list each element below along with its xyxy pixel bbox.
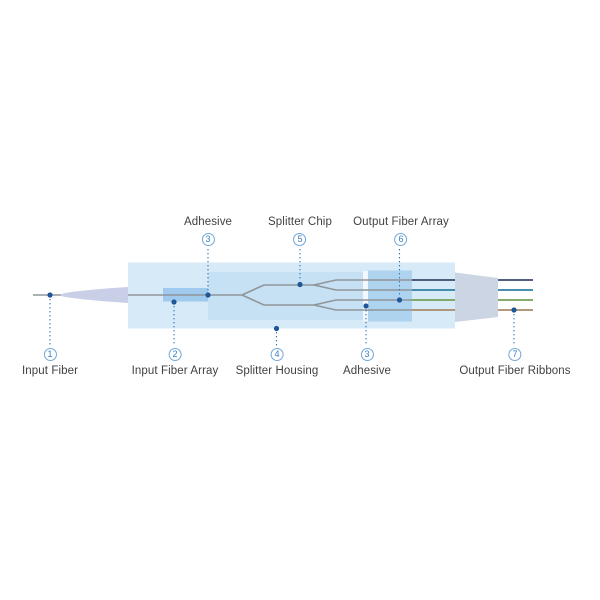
callout-number-badge: 3 [360, 348, 374, 361]
callout-splitter-housing: 4 Splitter Housing [236, 348, 319, 378]
callout-output-fiber-ribbons: 7 Output Fiber Ribbons [459, 348, 571, 378]
callout-output-fiber-array: Output Fiber Array 6 [353, 215, 449, 246]
marker-output-fiber-array [396, 297, 403, 303]
callout-number-badge: 4 [270, 348, 284, 361]
marker-adhesive-top [205, 292, 211, 298]
callout-adhesive-bottom: 3 Adhesive [343, 348, 391, 378]
callout-label: Input Fiber Array [131, 365, 219, 377]
output-fiber-array-shape [368, 270, 412, 322]
callout-label: Input Fiber [21, 365, 79, 377]
adhesive-strip-shape [363, 271, 368, 321]
marker-input-fiber [47, 292, 53, 298]
callout-input-fiber: 1 Input Fiber [22, 348, 78, 378]
callout-label: Output Fiber Ribbons [459, 365, 571, 377]
callout-splitter-chip: Splitter Chip 5 [268, 215, 332, 246]
input-fiber-boot-shape [60, 287, 128, 303]
output-fiber-boot-shape [455, 272, 498, 322]
callout-number-badge: 1 [43, 348, 57, 361]
waveguide-branch-upper-bottom [313, 284, 412, 291]
callout-label: Output Fiber Array [353, 216, 449, 228]
callout-input-fiber-array: 2 Input Fiber Array [132, 348, 219, 378]
callout-number-badge: 7 [508, 348, 522, 361]
waveguide-branch-lower-top [313, 299, 412, 306]
callout-number-badge: 2 [168, 348, 182, 361]
callout-number-badge: 3 [201, 233, 215, 246]
marker-input-fiber-array [171, 299, 177, 305]
marker-splitter-housing [273, 325, 280, 332]
callout-label: Adhesive [342, 365, 392, 377]
callout-number-badge: 5 [293, 233, 307, 246]
marker-output-fiber-ribbons [511, 307, 517, 313]
callout-label: Splitter Housing [235, 365, 319, 377]
callout-adhesive-top: Adhesive 3 [184, 215, 232, 246]
callout-label: Splitter Chip [268, 216, 332, 228]
callout-label: Adhesive [183, 216, 233, 228]
marker-splitter-chip [297, 281, 303, 288]
marker-adhesive-bottom [363, 303, 369, 309]
callout-number-badge: 6 [394, 233, 408, 246]
